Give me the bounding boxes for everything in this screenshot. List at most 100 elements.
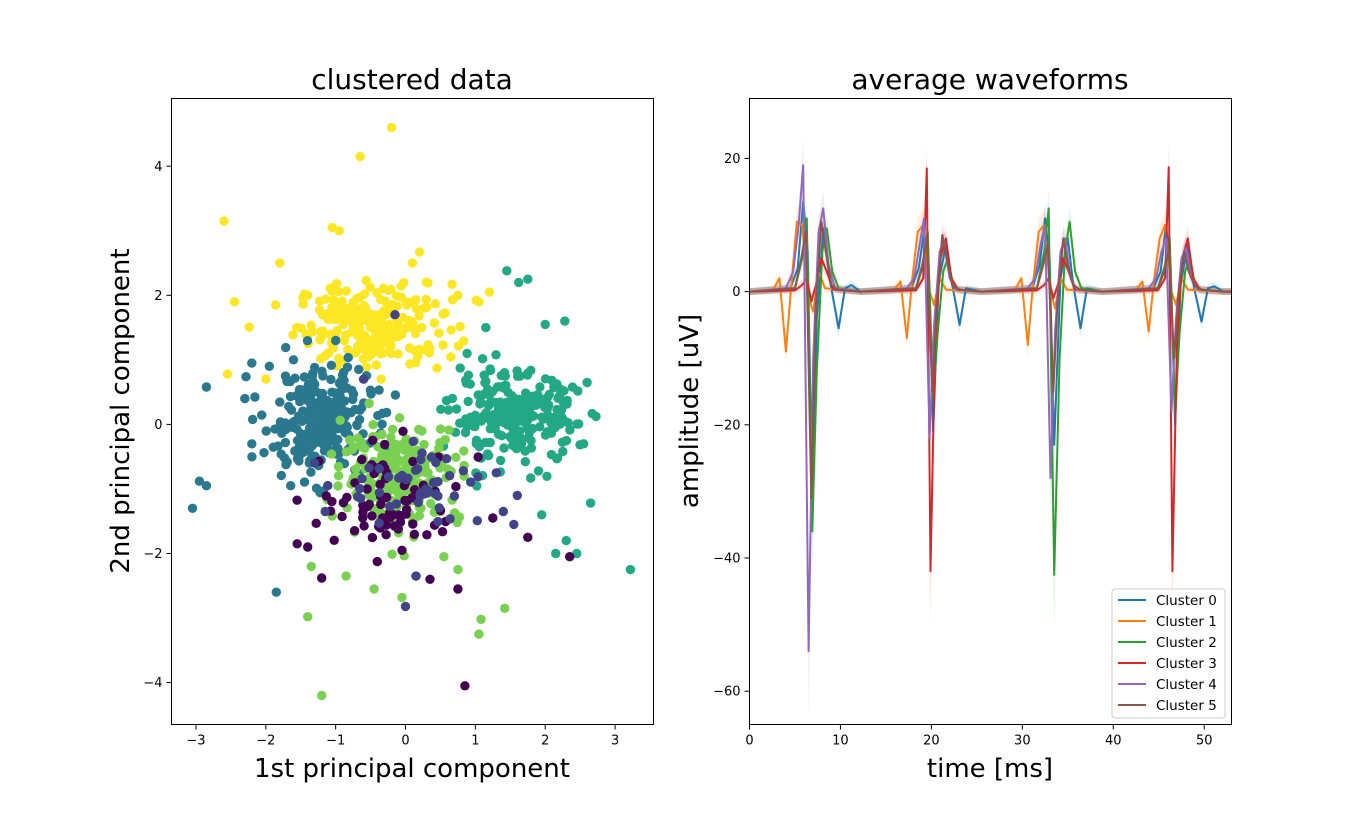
scatter-point [410, 465, 421, 475]
legend: Cluster 0 Cluster 1 Cluster 2 Cluster 3 Clus… [1111, 588, 1226, 719]
scatter-point [474, 297, 484, 307]
scatter-point [359, 521, 369, 531]
scatter-point [484, 390, 495, 400]
scatter-point [201, 481, 212, 491]
scatter-point [376, 295, 386, 305]
scatter-point [347, 316, 358, 327]
scatter-point [437, 527, 448, 537]
scatter-point [458, 466, 469, 476]
scatter-point [277, 428, 287, 438]
scatter-point [561, 535, 571, 546]
scatter-point [441, 395, 452, 406]
scatter-point [393, 349, 403, 359]
scatter-point [433, 516, 443, 527]
scatter-point [400, 495, 410, 506]
scatter-point [291, 391, 301, 401]
scatter-point [414, 311, 424, 321]
scatter-point [371, 360, 381, 370]
scatter-point [357, 474, 367, 484]
scatter-point [187, 503, 198, 513]
scatter-point [565, 552, 575, 562]
scatter-point [222, 369, 233, 379]
scatter-point [397, 592, 407, 603]
scatter-point [271, 587, 281, 597]
scatter-point [439, 552, 449, 562]
scatter-point [443, 405, 454, 415]
scatter-point [338, 319, 348, 330]
scatter-point [416, 454, 426, 465]
scatter-point [247, 414, 258, 425]
scatter-point [423, 278, 433, 288]
scatter-point [370, 326, 380, 336]
scatter-point [441, 454, 452, 464]
scatter-point [425, 574, 435, 584]
scatter-point [326, 374, 336, 385]
scatter-point [201, 382, 212, 392]
scatter-point [374, 518, 384, 528]
scatter-point [284, 401, 294, 412]
scatter-point [561, 435, 572, 446]
scatter-point [499, 443, 509, 453]
scatter-point [523, 274, 533, 284]
scatter-point [286, 481, 296, 491]
scatter-point [331, 279, 342, 289]
scatter-point [459, 446, 469, 456]
scatter-point [386, 432, 396, 442]
scatter-point [405, 359, 415, 369]
scatter-point [512, 490, 522, 501]
scatter-point [281, 342, 291, 353]
scatter-point [303, 542, 313, 552]
scatter-point [476, 614, 486, 624]
scatter-point [365, 385, 376, 395]
waveform-y-tick-label: −60 [713, 685, 740, 700]
scatter-point [358, 374, 369, 384]
scatter-point [292, 539, 302, 549]
scatter-point [492, 416, 502, 426]
scatter-point [582, 377, 592, 388]
scatter-point [435, 424, 446, 434]
scatter-y-tick-label: 2 [154, 289, 162, 304]
scatter-point [355, 483, 365, 494]
scatter-point [472, 516, 482, 526]
waveform-title: average waveforms [851, 63, 1128, 96]
scatter-point [559, 386, 569, 396]
scatter-point [335, 415, 345, 425]
scatter-point [303, 612, 313, 622]
scatter-point [535, 422, 545, 432]
scatter-point [368, 435, 378, 445]
scatter-point [354, 414, 365, 425]
scatter-point [250, 392, 260, 402]
scatter-point [462, 348, 472, 359]
scatter-point [349, 442, 359, 452]
scatter-point [373, 410, 383, 421]
scatter-point [484, 401, 494, 411]
waveform-y-tick-label: −40 [713, 552, 740, 567]
scatter-point [438, 309, 448, 319]
waveform-band [749, 205, 1231, 539]
scatter-point [290, 373, 300, 383]
scatter-point [299, 372, 310, 382]
scatter-point [414, 346, 424, 356]
scatter-point [453, 584, 463, 594]
scatter-point [385, 501, 395, 512]
scatter-point [368, 419, 378, 430]
scatter-point [540, 374, 551, 384]
scatter-point [455, 363, 465, 373]
scatter-point [390, 390, 401, 400]
legend-label: Cluster 5 [1156, 698, 1217, 714]
scatter-point [535, 382, 545, 392]
scatter-point [329, 535, 339, 545]
scatter-point [323, 314, 333, 325]
scatter-x-tick-label: −1 [326, 734, 345, 749]
scatter-point [335, 397, 345, 407]
scatter-point [219, 216, 229, 226]
scatter-point [552, 379, 562, 389]
scatter-point [520, 457, 530, 467]
scatter-point [341, 571, 351, 581]
scatter-point [280, 437, 291, 448]
scatter-point [544, 412, 554, 423]
scatter-point [331, 335, 341, 346]
scatter-point [356, 403, 367, 413]
scatter-point [562, 395, 572, 406]
scatter-point [524, 396, 534, 406]
